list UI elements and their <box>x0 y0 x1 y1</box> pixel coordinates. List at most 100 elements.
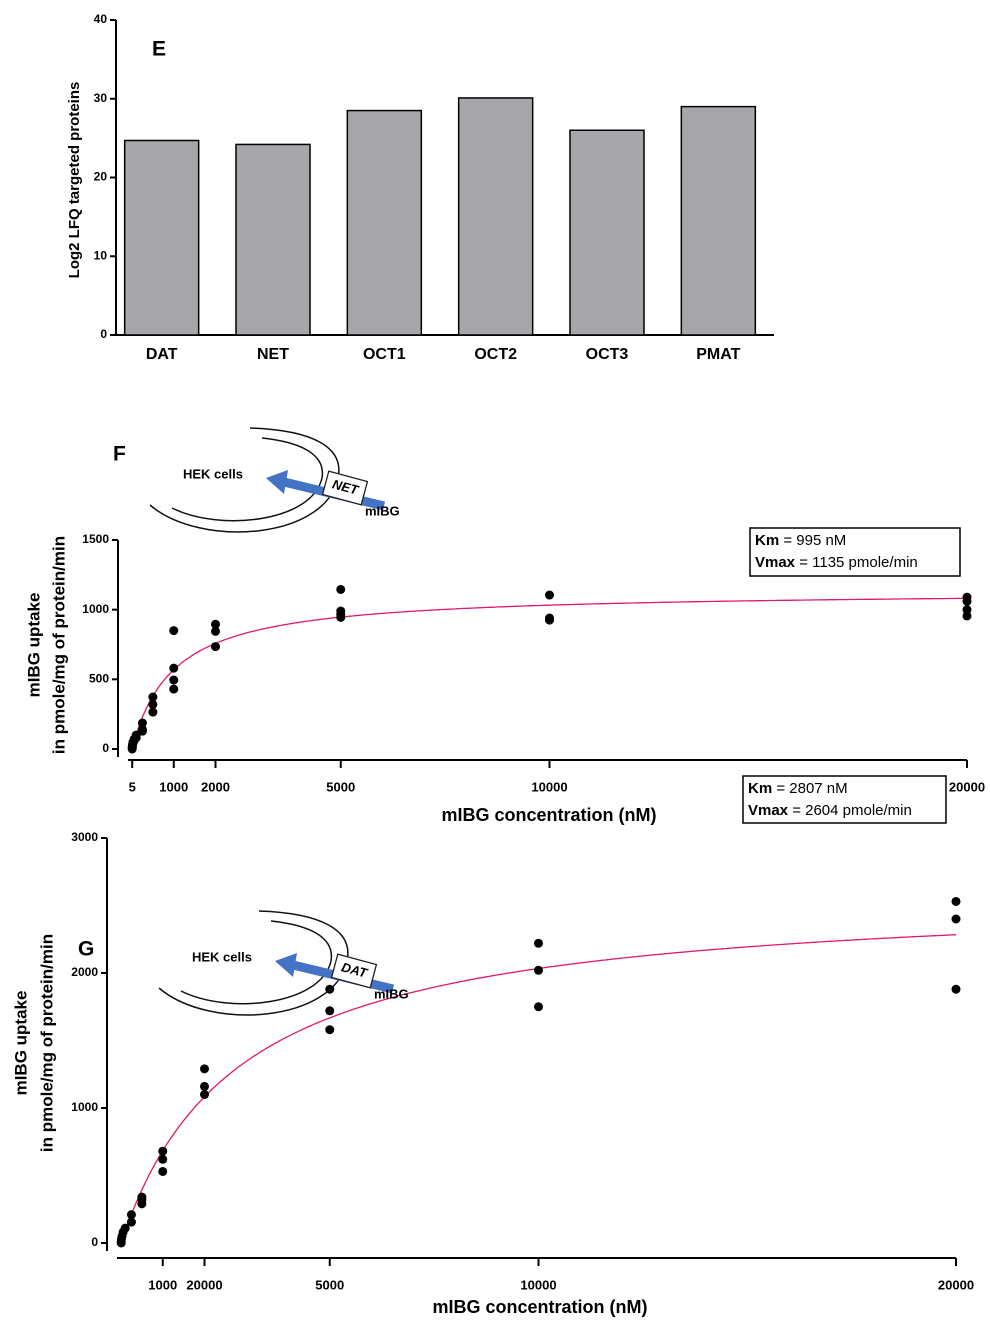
data-point <box>131 733 141 743</box>
data-point <box>120 1223 130 1233</box>
fit-curve <box>120 934 957 1244</box>
data-point <box>158 1166 168 1176</box>
data-point <box>126 1210 136 1220</box>
x-tick-label: 10000 <box>520 1277 556 1292</box>
bar <box>123 139 200 336</box>
x-tick-label: NET <box>257 346 289 363</box>
x-tick-label: 20000 <box>938 1277 974 1292</box>
y-tick-label: 20 <box>94 170 108 184</box>
fit-parameter: Vmax = 2604 pmole/min <box>748 802 912 819</box>
fit-parameter-value: = 2807 nM <box>772 780 847 797</box>
x-axis-label: mIBG concentration (nM) <box>442 805 657 825</box>
data-point <box>951 914 961 924</box>
bar <box>680 105 757 336</box>
fit-box <box>749 527 961 577</box>
bar <box>235 143 311 336</box>
cell-diagram: DAT HEK cells mIBG <box>158 910 409 1016</box>
fit-parameter-value: = 2604 pmole/min <box>788 802 912 819</box>
data-point <box>126 1217 136 1227</box>
fit-parameter-name: Km <box>748 780 772 797</box>
y-tick-label: 1000 <box>82 602 109 616</box>
data-point <box>545 590 554 600</box>
data-point <box>148 692 158 702</box>
bar <box>457 97 534 336</box>
panel-label: G <box>78 938 94 961</box>
y-axis-label: Log2 LFQ targeted proteins <box>66 82 83 279</box>
transporter-label: NET <box>331 476 361 497</box>
data-point <box>158 1146 168 1156</box>
data-point <box>325 1006 335 1016</box>
transporter-label: DAT <box>340 959 370 980</box>
membrane-outer <box>149 427 340 533</box>
x-tick-label: 20000 <box>949 779 985 794</box>
x-axis-label: mIBG concentration (nM) <box>433 1297 648 1317</box>
x-tick-label: 1000 <box>159 779 188 794</box>
arrow-head <box>275 953 297 977</box>
y-tick-label: 40 <box>94 12 108 26</box>
x-tick-label: PMAT <box>696 346 740 363</box>
x-tick-label: 1000 <box>148 1277 177 1292</box>
x-tick-label: 5 <box>129 779 136 794</box>
data-point <box>534 1002 543 1012</box>
y-tick-label: 0 <box>100 327 107 341</box>
data-point <box>962 611 972 621</box>
y-tick-label: 3000 <box>71 830 98 844</box>
data-point <box>534 938 543 948</box>
fit-box <box>742 775 947 824</box>
x-tick-label: OCT3 <box>586 346 629 363</box>
fit-parameter-value: = 995 nM <box>779 532 846 549</box>
x-tick-label: 20000 <box>186 1277 222 1292</box>
substrate-label: mIBG <box>365 503 400 518</box>
data-point <box>137 726 147 736</box>
data-point <box>951 984 961 994</box>
data-point <box>545 615 554 625</box>
data-point <box>962 605 972 615</box>
data-point <box>951 896 961 906</box>
y-tick-label: 1000 <box>71 1100 98 1114</box>
fit-parameter: Km = 2807 nM <box>748 780 848 797</box>
y-tick-label: 1500 <box>82 532 109 546</box>
y-tick-label: 2000 <box>71 965 98 979</box>
y-tick-label: 30 <box>94 91 108 105</box>
bar <box>346 109 423 336</box>
x-tick-label: 10000 <box>531 779 567 794</box>
data-point <box>158 1154 168 1164</box>
fit-parameter-name: Km <box>755 532 779 549</box>
data-point <box>148 707 158 717</box>
fit-parameter-name: Vmax <box>755 554 796 571</box>
y-axis-label: mIBG uptake <box>24 593 43 698</box>
data-point <box>200 1090 209 1099</box>
x-tick-label: 2000 <box>201 779 230 794</box>
data-point <box>169 626 179 636</box>
transporter <box>330 953 378 989</box>
y-tick-label: 0 <box>91 1235 98 1249</box>
data-point <box>137 1199 147 1209</box>
y-axis-label: in pmole/mg of protein/min <box>37 934 56 1152</box>
y-tick-label: 0 <box>102 741 109 755</box>
data-point <box>962 596 972 606</box>
x-tick-label: 5000 <box>326 779 355 794</box>
data-point <box>169 663 179 673</box>
data-point <box>534 965 543 975</box>
substrate-label: mIBG <box>374 986 409 1001</box>
data-point <box>211 642 220 652</box>
data-point <box>325 1025 335 1035</box>
y-tick-label: 10 <box>94 248 108 262</box>
x-tick-label: OCT2 <box>474 346 517 363</box>
data-point <box>200 1064 209 1074</box>
data-point <box>211 619 220 629</box>
cell-label: HEK cells <box>183 466 243 481</box>
y-axis-label: mIBG uptake <box>11 991 30 1096</box>
fit-parameter-name: Vmax <box>748 802 789 819</box>
y-tick-label: 500 <box>89 672 109 686</box>
data-point <box>148 699 158 709</box>
panel-label: F <box>113 443 126 466</box>
data-point <box>336 584 346 594</box>
fit-parameter-value: = 1135 pmole/min <box>795 554 918 571</box>
bar <box>569 129 645 336</box>
x-tick-label: 5000 <box>315 1277 344 1292</box>
cell-label: HEK cells <box>192 949 252 964</box>
data-point <box>169 684 179 694</box>
data-point <box>169 675 179 685</box>
